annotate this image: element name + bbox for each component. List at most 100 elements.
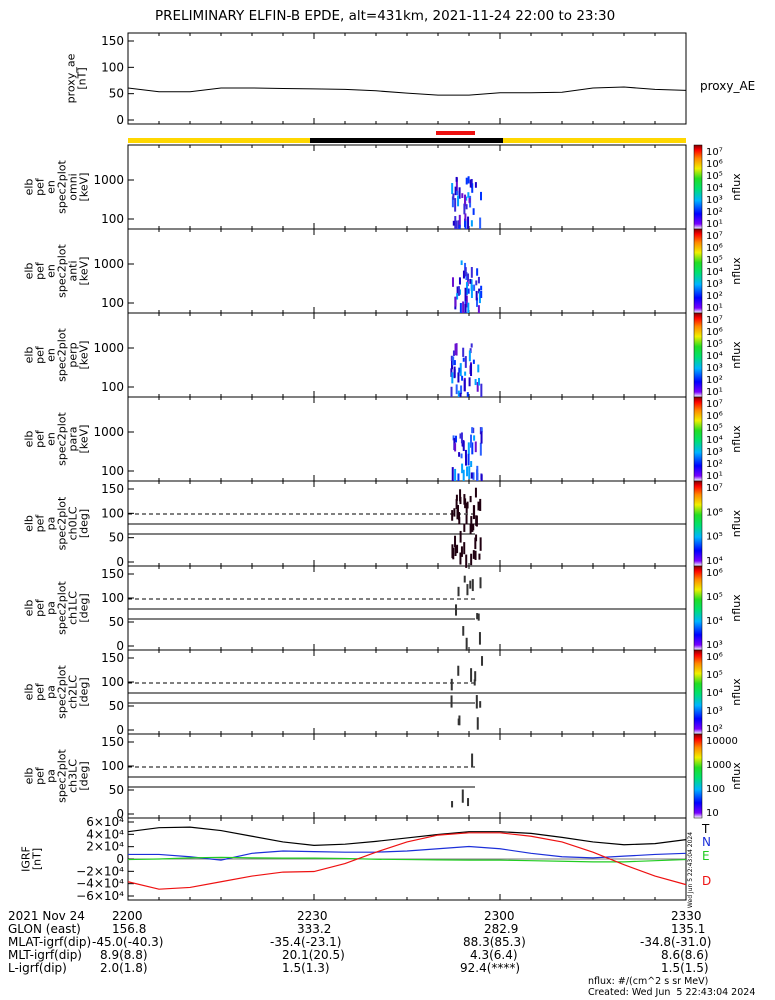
- spectrogram-pixel: [464, 194, 467, 205]
- colorbar-tick: 10²: [706, 459, 723, 470]
- colorbar-tick: 10³: [706, 706, 723, 717]
- ylabel-igrf: IGRF[nT]: [20, 846, 44, 872]
- ylabel-line: pef: [34, 514, 47, 533]
- spectrogram-pixel: [469, 278, 472, 284]
- mlt-v1: 20.1(20.5): [282, 948, 345, 962]
- spectrogram-pixel: [454, 186, 457, 196]
- colorbar-tick: 10⁷: [706, 483, 723, 494]
- ylabel-line: [deg]: [78, 677, 91, 706]
- colorbar-tick: 10⁶: [706, 652, 723, 663]
- colorbar-tick: 10⁶: [706, 327, 723, 338]
- ylabel-line: [keV]: [78, 341, 91, 370]
- spectrogram-pixel: [472, 208, 475, 215]
- pitch-angle-pixel: [458, 517, 461, 525]
- colorbar-tick: 10⁴: [706, 183, 723, 194]
- ytick-label: 50: [109, 699, 124, 713]
- spectrogram-pixel: [452, 220, 455, 226]
- pitch-angle-pixel: [454, 545, 457, 556]
- ylabel-line: en: [45, 348, 58, 362]
- colorbar-tick: 10000: [706, 736, 738, 747]
- pitch-angle-pixel: [455, 604, 458, 616]
- ytick-label: 2×10⁴: [86, 840, 124, 854]
- colorbar-ch3lc: [693, 733, 703, 819]
- spectrogram-pixel: [452, 350, 455, 356]
- spectrogram-pixel: [478, 288, 481, 294]
- colorbar-perp: [693, 312, 703, 398]
- side-timestamp: Wed Jun 5 22:43:04 2024: [687, 832, 694, 908]
- spectrogram-pixel: [464, 287, 467, 301]
- pitch-angle-pixel: [452, 547, 455, 560]
- spectrogram-pixel: [473, 435, 476, 441]
- plot-title: PRELIMINARY ELFIN-B EPDE, alt=431km, 202…: [155, 8, 616, 24]
- spectrogram-pixel: [468, 350, 471, 362]
- spectrogram-pixel: [462, 301, 465, 313]
- pitch-angle-pixel: [471, 753, 474, 768]
- spectrogram-pixel: [480, 474, 483, 481]
- ylabel-line: elb: [23, 515, 36, 532]
- spectrogram-pixel: [454, 198, 457, 212]
- pitch-angle-pixel: [450, 695, 453, 708]
- igrf-legend-N: N: [702, 835, 711, 849]
- ylabel-ch1lc: elbpefpaspec2plotch1LC[deg]: [23, 581, 91, 635]
- spectrogram-pixel: [472, 427, 475, 434]
- spectrogram-pixel: [474, 379, 477, 386]
- pitch-angle-pixel: [479, 537, 482, 551]
- spectrogram-pixel: [465, 196, 468, 201]
- ytick-label: 50: [109, 531, 124, 545]
- spectrogram-pixel: [461, 375, 464, 381]
- pitch-angle-pixel: [463, 575, 466, 583]
- spectrogram-pixel: [454, 468, 457, 481]
- ytick-label: −2×10⁴: [76, 864, 124, 878]
- proxy-ae-legend: proxy_AE: [700, 79, 756, 93]
- igrf-line-E: [127, 856, 687, 863]
- spectrogram-pixel: [461, 193, 464, 198]
- ylabel-line: perp: [67, 342, 80, 367]
- time-tick-2330: 2330: [671, 909, 702, 923]
- pitch-angle-pixel: [469, 495, 472, 503]
- mlat-v1: -35.4(-23.1): [270, 935, 342, 949]
- ylabel-line: spec2plot: [56, 749, 69, 803]
- colorbar-tick: 10⁵: [706, 532, 723, 543]
- spectrogram-pixel: [474, 182, 477, 188]
- pitch-angle-pixel: [476, 717, 479, 730]
- colorbar-tick: 10¹: [706, 387, 723, 398]
- spectrogram-pixel: [460, 385, 463, 395]
- pitch-angle-pixel: [451, 510, 454, 521]
- colorbar-tick: 10⁶: [706, 411, 723, 422]
- ytick-label: 0: [116, 807, 124, 821]
- pitch-angle-pixel: [464, 498, 467, 509]
- ylabel-line: en: [45, 264, 58, 278]
- spectrogram-pixel: [478, 377, 481, 386]
- pitch-angle-pixel: [456, 544, 459, 554]
- colorbar-tick: 10⁷: [706, 399, 723, 410]
- colorbar-label: nflux: [730, 678, 743, 706]
- ylabel-line: pa: [45, 769, 58, 783]
- spectrogram-pixel: [452, 193, 455, 200]
- ytick-label: 100: [101, 506, 124, 520]
- spectrogram-pixel: [459, 303, 462, 313]
- glon-v0: 156.8: [112, 922, 147, 936]
- spectrogram-pixel: [476, 382, 479, 392]
- ytick-label: 150: [101, 567, 124, 581]
- mlt-label: MLT-igrf(dip): [8, 948, 82, 962]
- colorbar-tick: 100: [706, 784, 725, 795]
- spectrogram-pixel: [474, 441, 477, 453]
- ylabel-line: elb: [23, 347, 36, 364]
- spectrogram-pixel: [480, 431, 483, 444]
- spectrogram-pixel: [457, 473, 460, 481]
- ylabel-line: pef: [34, 682, 47, 701]
- spectrogram-pixel: [465, 272, 468, 281]
- pitch-angle-pixel: [472, 550, 475, 559]
- spectrogram-pixel: [458, 224, 461, 229]
- colorbar-tick: 10¹: [706, 219, 723, 230]
- spectrogram-pixel: [452, 435, 455, 441]
- spectrogram-pixel: [468, 197, 471, 203]
- spectrogram-pixel: [450, 355, 453, 361]
- time-tick-2200: 2200: [112, 909, 143, 923]
- spectrogram-pixel: [475, 280, 478, 286]
- ylabel-anti: elbpefenspec2plotanti[keV]: [23, 244, 91, 298]
- lshell-label: L-igrf(dip): [8, 961, 67, 975]
- spectrogram-pixel: [451, 467, 454, 481]
- ylabel-line: spec2plot: [56, 496, 69, 550]
- ylabel-line: anti: [67, 260, 80, 281]
